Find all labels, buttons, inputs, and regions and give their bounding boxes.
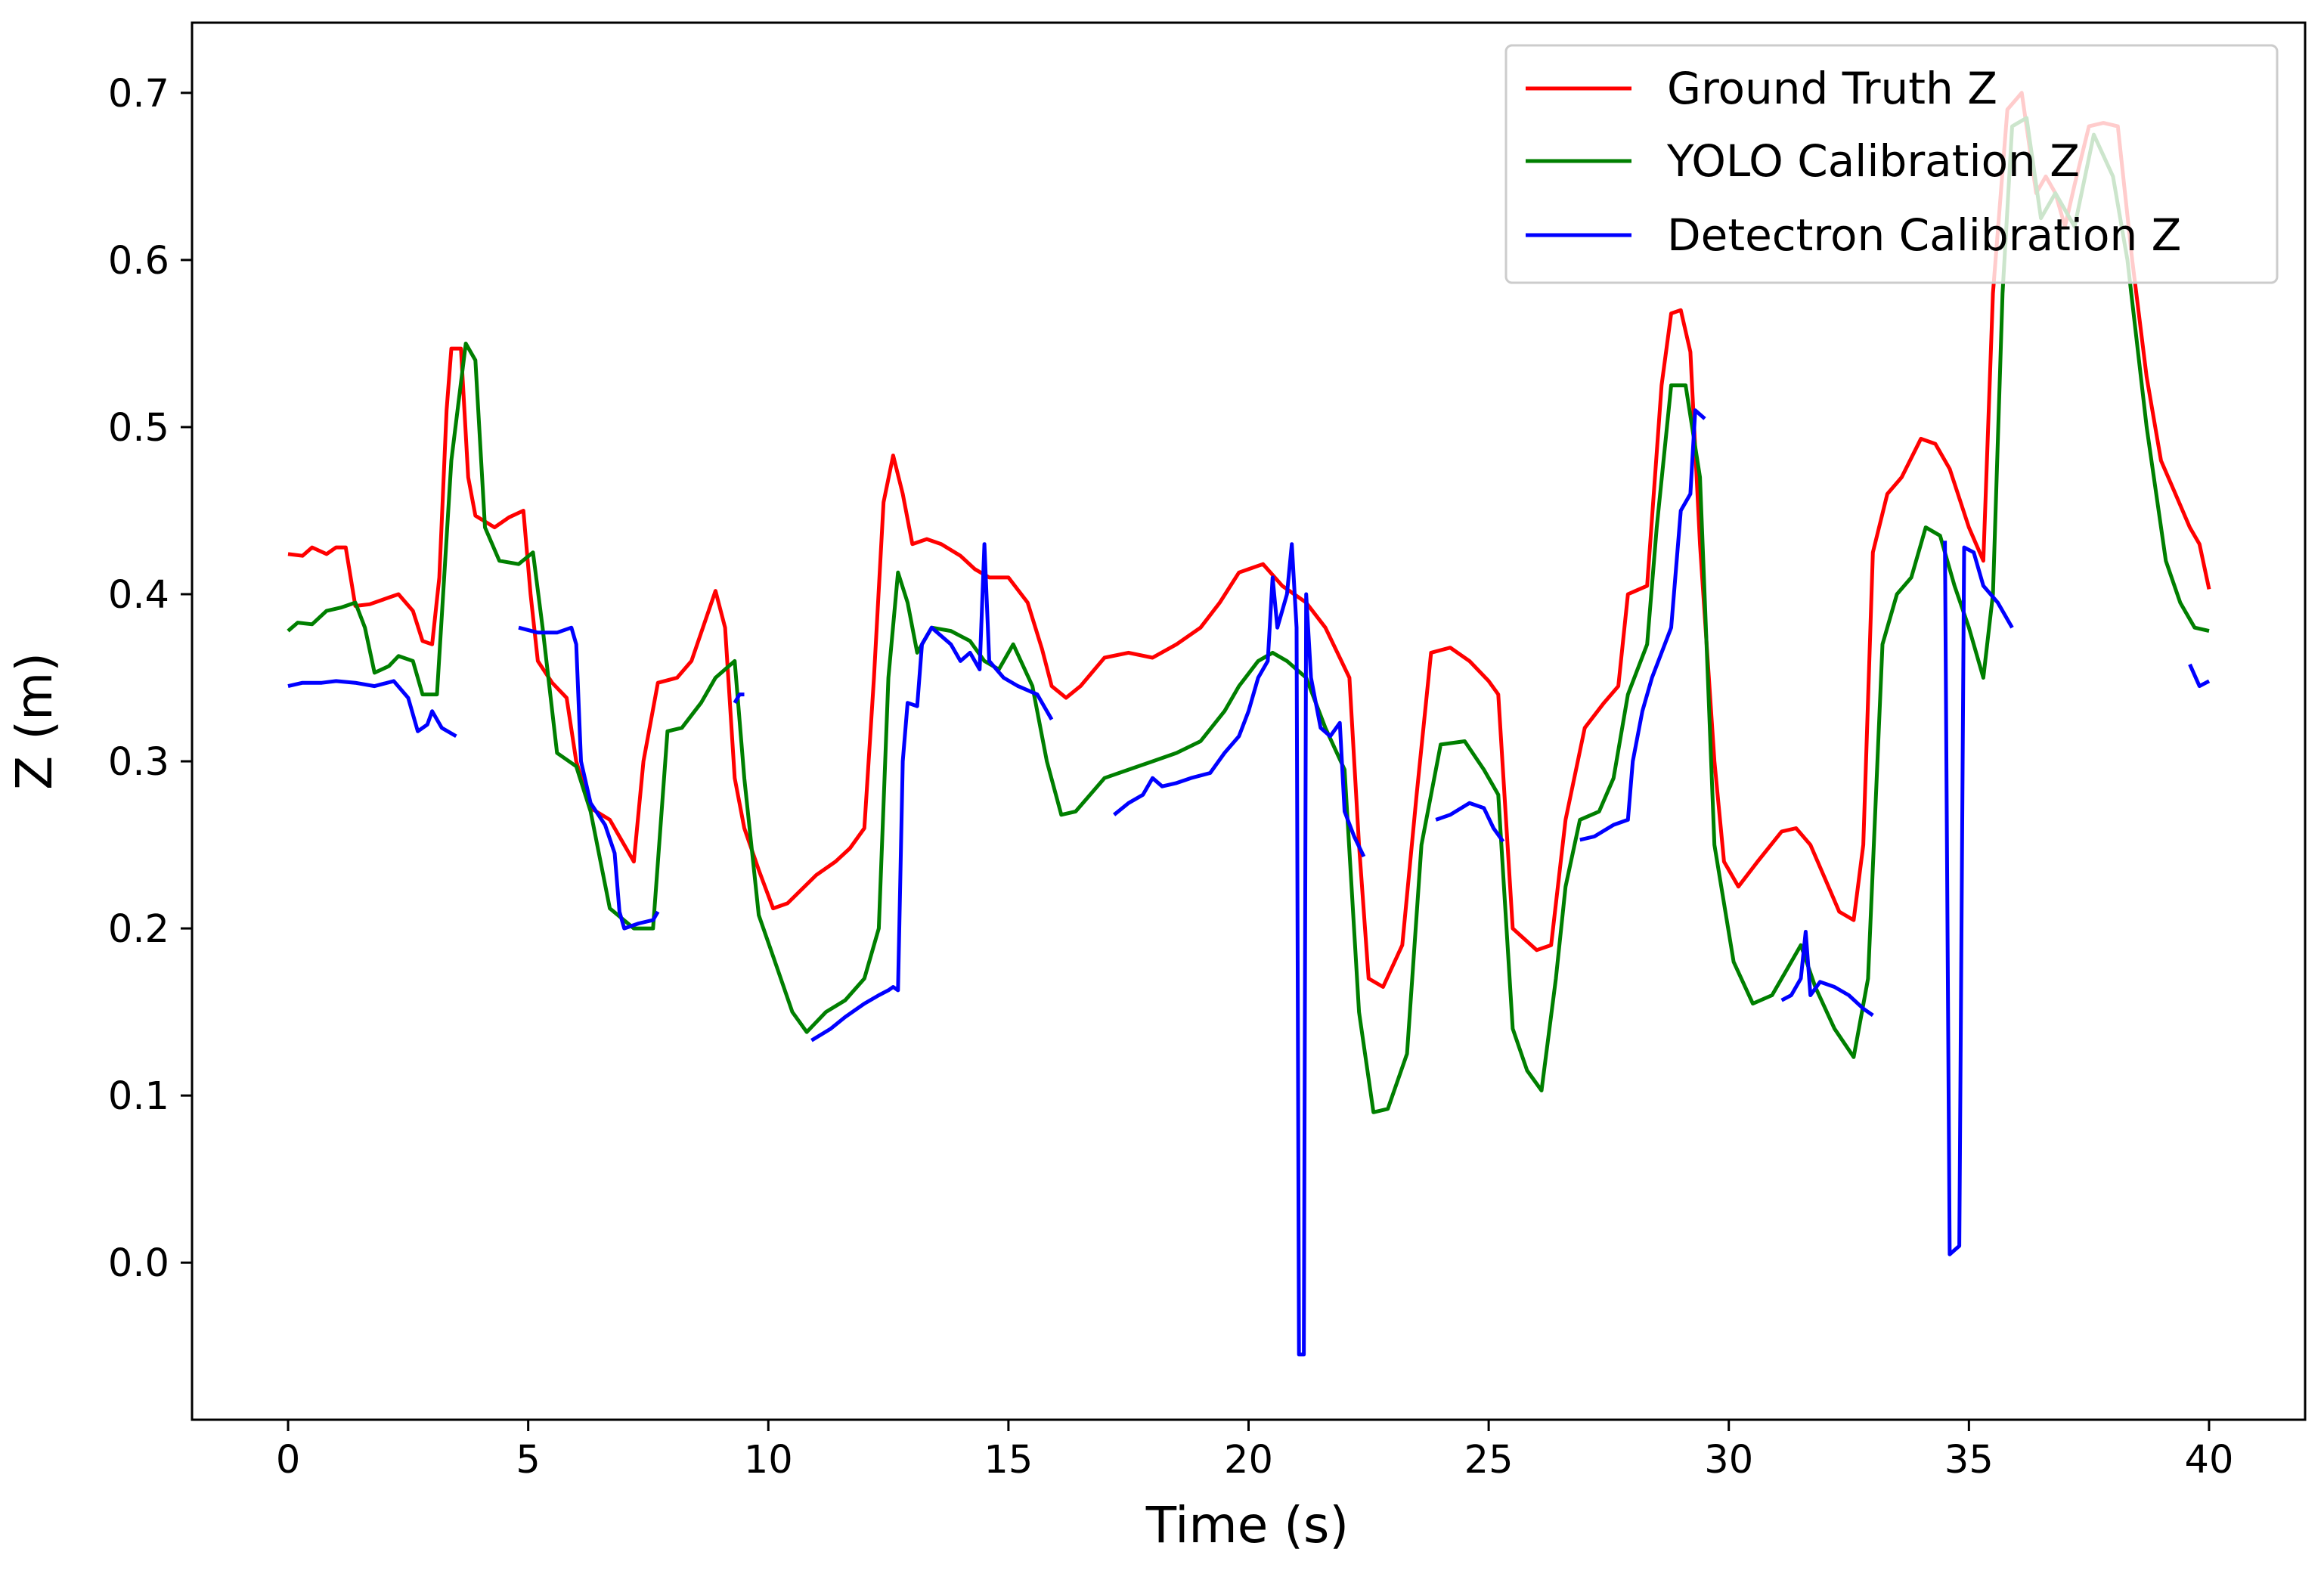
legend-label-detectron: Detectron Calibration Z	[1667, 209, 2181, 261]
x-axis-label: Time (s)	[1145, 1496, 1349, 1554]
x-tick-label: 20	[1224, 1438, 1273, 1482]
y-axis-label: Z (m)	[5, 652, 64, 790]
x-tick-label: 5	[516, 1438, 540, 1482]
series-line-2-5	[1435, 801, 1505, 843]
y-tick-label: 0.1	[108, 1074, 169, 1119]
y-tick-label: 0.7	[108, 72, 169, 116]
x-tick-label: 10	[744, 1438, 793, 1482]
x-tick-label: 40	[2185, 1438, 2234, 1482]
y-tick-label: 0.5	[108, 406, 169, 451]
y-tick-label: 0.3	[108, 740, 169, 785]
y-tick-label: 0.0	[108, 1241, 169, 1286]
y-axis: 0.0 0.1 0.2 0.3 0.4 0.5 0.6 0.7	[108, 72, 192, 1286]
series-line-2-3	[810, 542, 1054, 1042]
series-line-2-9	[2188, 663, 2211, 689]
legend-label-ground-truth: Ground Truth Z	[1667, 63, 1997, 114]
series-line-2-8	[1943, 541, 2014, 1256]
series-line-2-7	[1780, 930, 1874, 1018]
legend: Ground Truth Z YOLO Calibration Z Detect…	[1504, 44, 2279, 284]
legend-frame	[1504, 44, 2279, 284]
series-line-2-0	[287, 679, 457, 739]
legend-label-yolo: YOLO Calibration Z	[1666, 135, 2080, 187]
series-line-2-6	[1579, 408, 1706, 842]
series-line-2-4	[1113, 542, 1366, 1357]
series-line-2-2	[733, 692, 745, 704]
x-tick-label: 35	[1944, 1438, 1994, 1482]
x-axis: 0 5 10 15 20 25 30 35 40	[276, 1420, 2234, 1482]
y-tick-label: 0.6	[108, 239, 169, 283]
series-line-2-1	[518, 625, 660, 931]
series-line-1-0	[287, 116, 2210, 1114]
series-2	[287, 408, 2211, 1357]
series-0	[287, 91, 2211, 989]
series-layer	[287, 91, 2211, 1357]
x-tick-label: 25	[1464, 1438, 1514, 1482]
x-tick-label: 15	[984, 1438, 1033, 1482]
series-line-0-0	[287, 91, 2211, 989]
series-1	[287, 116, 2210, 1114]
x-tick-label: 30	[1704, 1438, 1753, 1482]
y-tick-label: 0.4	[108, 573, 169, 618]
y-tick-label: 0.2	[108, 907, 169, 952]
x-tick-label: 0	[276, 1438, 300, 1482]
